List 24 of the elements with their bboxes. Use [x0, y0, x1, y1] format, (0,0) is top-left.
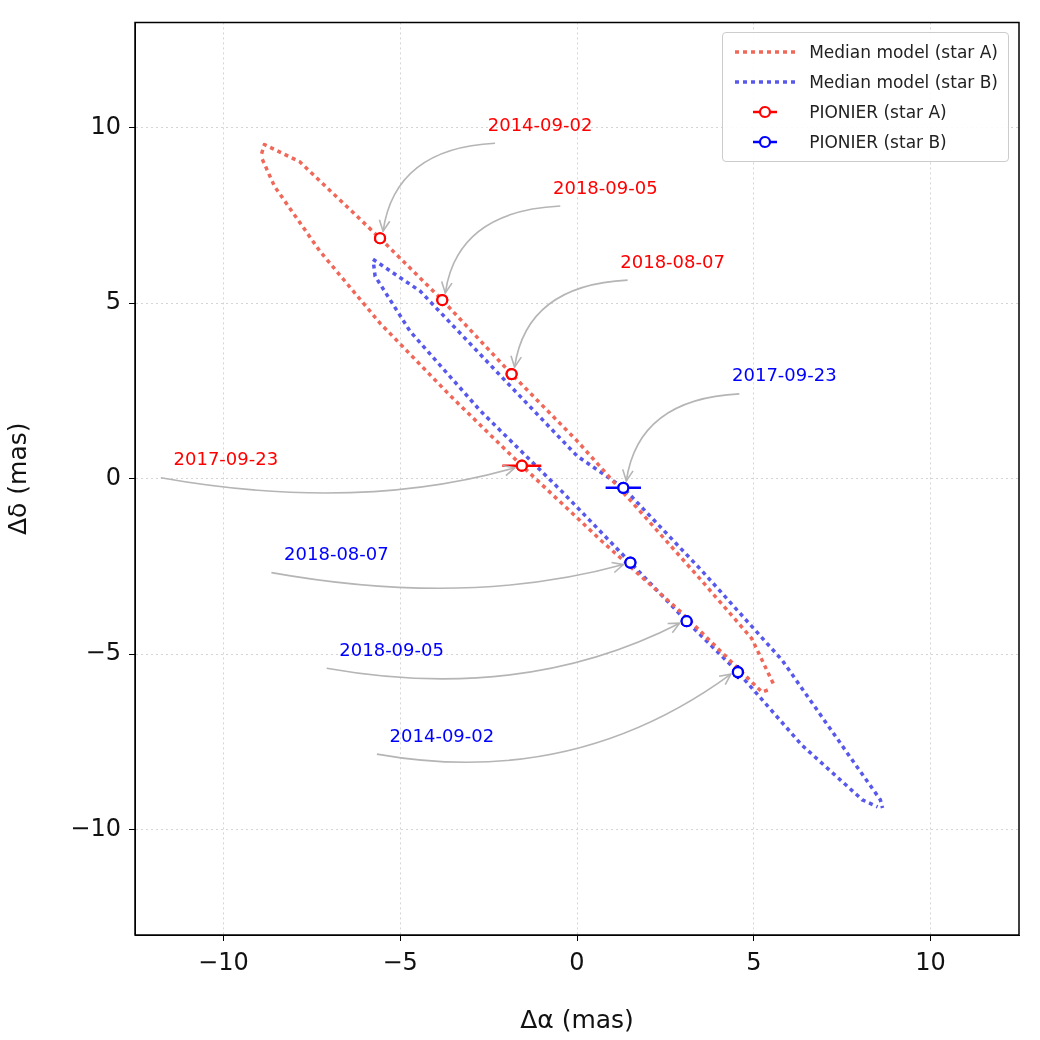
annotation: 2018-09-05 — [339, 638, 444, 660]
x-tick-label: −5 — [382, 947, 418, 976]
legend-label: Median model (star A) — [809, 42, 998, 63]
y-tick-label: −5 — [85, 638, 121, 667]
y-axis-title: Δδ (mas) — [2, 422, 32, 535]
x-tick-label: −10 — [198, 947, 249, 976]
x-tick-label: 5 — [746, 947, 762, 976]
y-tick-label: −10 — [70, 813, 121, 842]
annotation: 2018-08-07 — [620, 250, 725, 272]
annotation: 2017-09-23 — [732, 364, 837, 386]
legend-label: Median model (star B) — [809, 72, 998, 93]
y-tick-label: 10 — [90, 111, 121, 140]
annotation: 2014-09-02 — [389, 724, 495, 746]
y-tick-label: 5 — [105, 287, 121, 316]
annotation: 2017-09-23 — [173, 448, 279, 470]
y-tick-label: 0 — [105, 462, 121, 491]
annotation: 2018-08-07 — [284, 543, 389, 565]
x-tick-label: 10 — [915, 947, 946, 976]
legend-label: PIONIER (star A) — [809, 102, 947, 123]
legend-label: PIONIER (star B) — [809, 132, 947, 153]
annotation: 2014-09-02 — [487, 113, 593, 135]
x-axis-title: Δα (mas) — [520, 1004, 634, 1034]
annotation: 2018-09-05 — [552, 176, 658, 198]
x-tick-label: 0 — [569, 947, 585, 976]
